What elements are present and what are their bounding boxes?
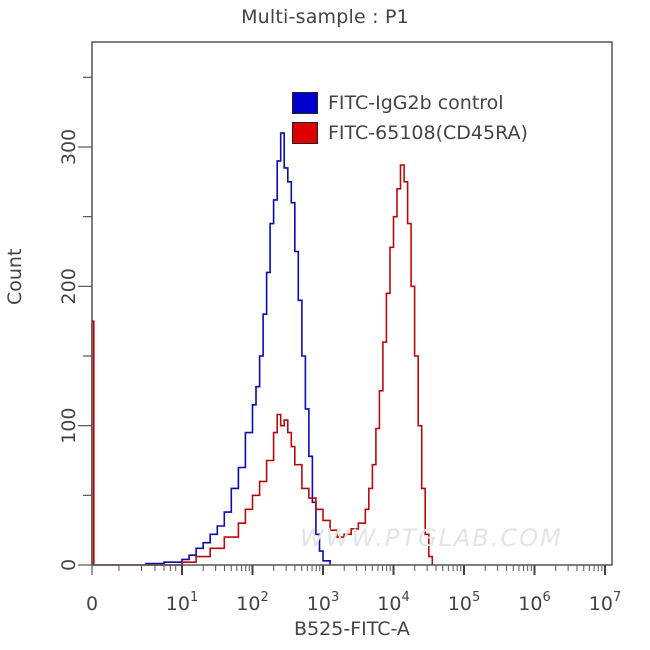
- legend-item-cd45ra: FITC-65108(CD45RA): [292, 118, 528, 148]
- y-axis: 0 100 200 300: [58, 76, 92, 571]
- chart-title: Multi-sample : P1: [241, 6, 409, 28]
- legend-label: FITC-IgG2b control: [328, 92, 504, 114]
- x-tick-label: 105: [448, 590, 480, 615]
- x-tick-label: 104: [377, 590, 409, 615]
- series-cd45ra-line: [91, 164, 434, 566]
- series-control-line: [145, 132, 331, 565]
- x-tick-label: 106: [518, 590, 550, 615]
- series-outline: [91, 164, 433, 566]
- y-tick-label: 300: [58, 129, 80, 165]
- legend-swatch-blue: [292, 92, 318, 114]
- x-tick-label: 0: [86, 593, 98, 615]
- legend: FITC-IgG2b control FITC-65108(CD45RA): [292, 88, 528, 148]
- legend-swatch-red: [292, 122, 318, 144]
- x-tick-label: 103: [307, 590, 339, 615]
- series-outline: [145, 132, 331, 565]
- legend-label: FITC-65108(CD45RA): [328, 122, 528, 144]
- plot-frame: [91, 41, 613, 566]
- watermark: WWW.PTGLAB.COM: [300, 524, 563, 552]
- histogram-series: [91, 132, 434, 566]
- y-tick-label: 100: [58, 408, 80, 444]
- x-tick-label: 102: [236, 590, 268, 615]
- y-axis-label: Count: [4, 248, 26, 305]
- y-tick-label: 200: [58, 268, 80, 304]
- y-tick-label: 0: [58, 559, 80, 571]
- x-tick-label: 101: [166, 590, 198, 615]
- x-tick-label: 107: [589, 590, 621, 615]
- x-axis: 0 101 102 103 104 105 106 107: [86, 565, 621, 615]
- x-axis-label: B525-FITC-A: [294, 618, 410, 640]
- legend-item-control: FITC-IgG2b control: [292, 88, 528, 118]
